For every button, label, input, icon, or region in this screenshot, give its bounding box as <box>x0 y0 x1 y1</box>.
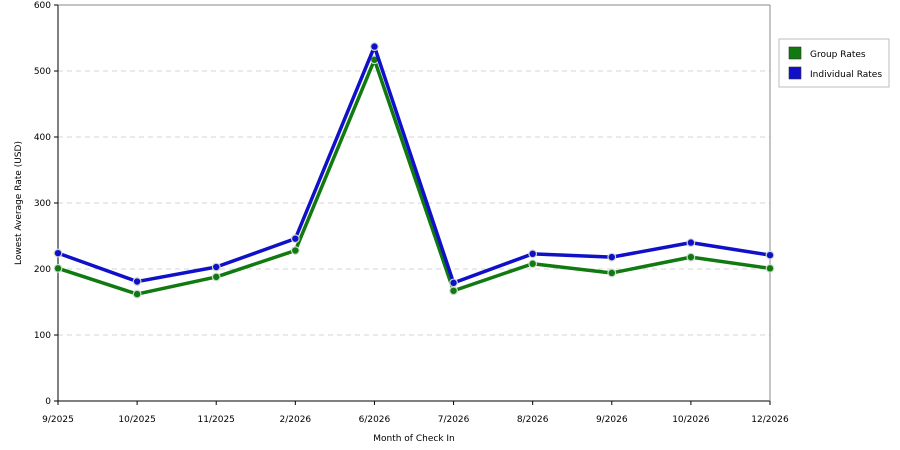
legend-swatch <box>788 66 802 80</box>
data-point[interactable] <box>686 238 696 248</box>
y-tick-label: 200 <box>34 265 51 275</box>
legend-swatch <box>788 46 802 60</box>
data-point[interactable] <box>53 263 63 273</box>
data-point[interactable] <box>607 252 617 262</box>
y-tick-label: 400 <box>34 133 51 143</box>
legend-label: Individual Rates <box>810 70 882 80</box>
x-tick-label: 7/2026 <box>438 415 470 425</box>
y-tick-label: 100 <box>34 331 51 341</box>
data-point[interactable] <box>211 262 221 272</box>
data-point[interactable] <box>449 278 458 288</box>
x-tick-label: 8/2026 <box>517 415 549 425</box>
data-point[interactable] <box>686 252 696 262</box>
x-tick-label: 9/2025 <box>42 415 74 425</box>
data-point[interactable] <box>53 248 63 258</box>
data-point[interactable] <box>370 42 379 51</box>
data-point[interactable] <box>290 246 300 255</box>
grid-lines <box>58 70 770 336</box>
x-tick-label: 12/2026 <box>751 415 789 425</box>
series-lines <box>53 42 775 299</box>
data-point[interactable] <box>132 289 142 299</box>
data-point[interactable] <box>528 259 538 269</box>
x-tick-label: 10/2026 <box>672 415 710 425</box>
data-point[interactable] <box>765 263 775 273</box>
y-tick-label: 0 <box>45 397 51 407</box>
data-point[interactable] <box>290 234 300 244</box>
data-point[interactable] <box>211 272 221 282</box>
x-tick-label: 9/2026 <box>596 415 628 425</box>
data-point[interactable] <box>132 277 142 286</box>
series-line <box>57 44 771 285</box>
series-individual-rates <box>53 42 775 288</box>
data-point[interactable] <box>449 286 458 296</box>
x-axis-title: Month of Check In <box>373 434 455 444</box>
series-line <box>57 58 771 296</box>
series-group-rates <box>53 55 775 299</box>
axes: 0 100 200 300 400 500 600 9/2025 10/2025 11/2025 2… <box>34 1 789 425</box>
y-tick-label: 500 <box>34 67 51 77</box>
y-tick-label: 300 <box>34 199 51 209</box>
x-tick-label: 11/2025 <box>198 415 235 425</box>
data-point[interactable] <box>528 249 538 259</box>
y-tick-label: 600 <box>34 1 51 11</box>
data-point[interactable] <box>765 250 775 260</box>
x-tick-label: 10/2025 <box>118 415 155 425</box>
x-tick-label: 6/2026 <box>359 415 391 425</box>
y-axis-title: Lowest Average Rate (USD) <box>14 141 24 265</box>
data-point[interactable] <box>607 268 617 278</box>
x-tick-label: 2/2026 <box>279 415 311 425</box>
legend-label: Group Rates <box>810 50 866 60</box>
legend: Group Rates Individual Rates <box>778 38 890 88</box>
